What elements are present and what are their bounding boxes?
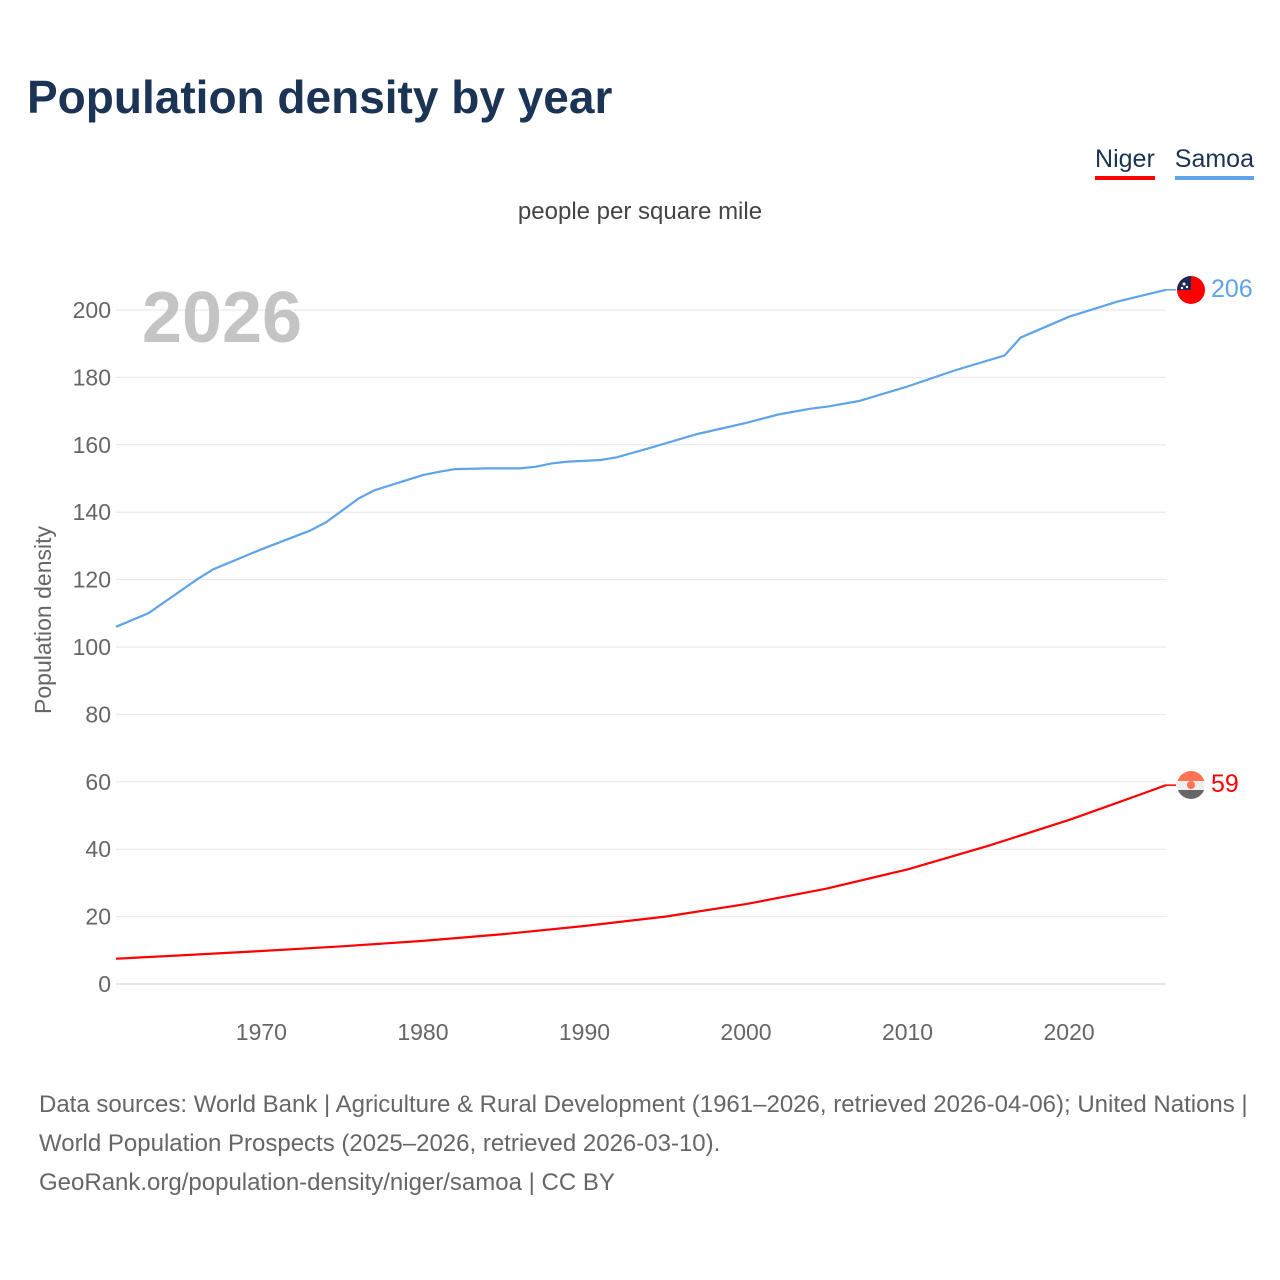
y-axis-label: Population density	[30, 526, 56, 714]
x-tick-label: 1980	[397, 1019, 448, 1045]
y-tick-label: 200	[73, 297, 111, 323]
y-tick-label: 140	[73, 499, 111, 525]
x-tick-label: 1990	[559, 1019, 610, 1045]
chart-subtitle: people per square mile	[517, 198, 763, 225]
y-tick-label: 80	[85, 701, 111, 727]
y-tick-label: 120	[73, 567, 111, 593]
y-tick-label: 20	[85, 904, 111, 930]
chart-title: Population density by year	[27, 71, 613, 123]
legend: Niger Samoa	[1095, 145, 1254, 180]
niger-end-label: 59	[1211, 770, 1239, 798]
series-line-samoa	[115, 288, 1167, 628]
x-tick-label: 2010	[882, 1019, 933, 1045]
line-chart: 0 20 40 60 80 100 120 140 160 180 200 1970 1980 1990 2…	[30, 275, 1253, 1045]
y-tick-label: 160	[73, 432, 111, 458]
y-tick-label: 40	[85, 836, 111, 862]
samoa-flag-icon	[1177, 276, 1205, 304]
x-tick-label: 2020	[1043, 1019, 1094, 1045]
niger-flag-icon	[1177, 771, 1205, 799]
legend-samoa[interactable]: Samoa	[1174, 145, 1254, 180]
data-sources: Data sources: World Bank | Agriculture &…	[39, 1085, 1249, 1202]
year-watermark: 2026	[142, 278, 302, 358]
y-tick-label: 60	[85, 769, 111, 795]
samoa-end-label: 206	[1211, 275, 1253, 303]
y-tick-label: 100	[73, 634, 111, 660]
source-line: Data sources: World Bank | Agriculture &…	[39, 1091, 1248, 1157]
y-tick-label: 180	[73, 364, 111, 390]
x-tick-label: 2000	[720, 1019, 771, 1045]
y-tick-label: 0	[98, 971, 111, 997]
legend-niger[interactable]: Niger	[1095, 145, 1155, 180]
x-tick-label: 1970	[236, 1019, 287, 1045]
series-line-niger	[115, 784, 1167, 960]
source-link[interactable]: GeoRank.org/population-density/niger/sam…	[39, 1169, 615, 1196]
